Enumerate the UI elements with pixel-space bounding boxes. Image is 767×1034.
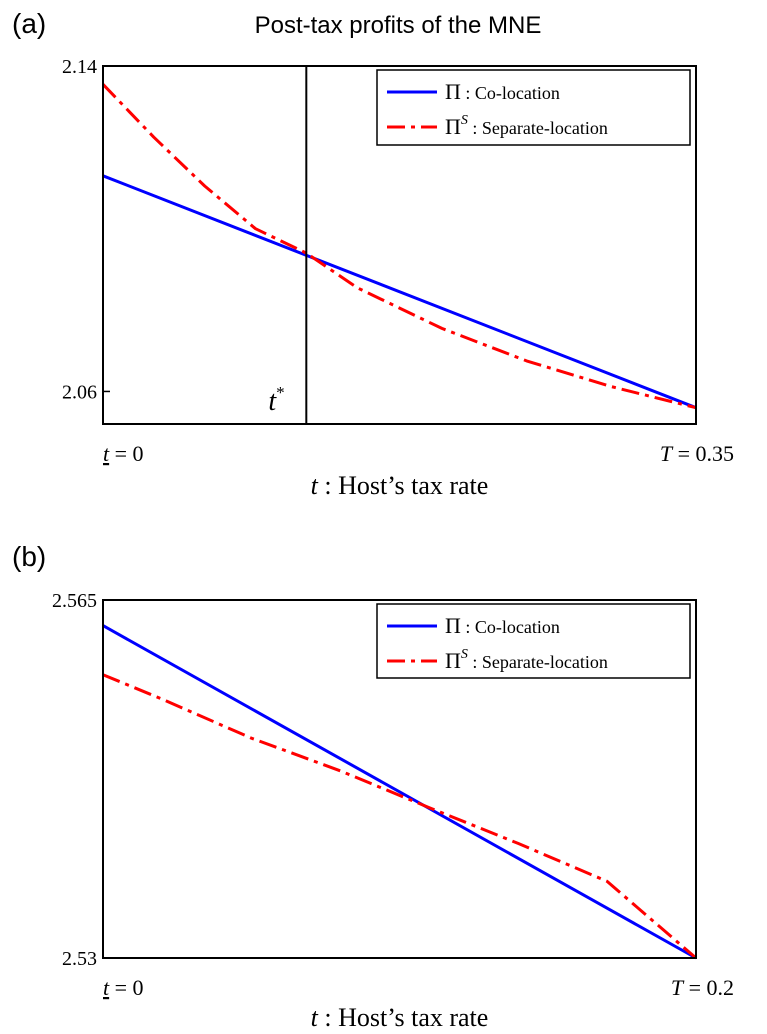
series-line-separate-location — [102, 673, 697, 960]
legend: Π : Co-location ΠS : Separate-location — [376, 69, 691, 146]
panel-label: (b) — [12, 541, 46, 572]
x-tick-label-left: t = 0 — [103, 975, 144, 1000]
series-line-co-location — [102, 174, 697, 410]
chart-panel-a: (a) Post-tax profits of the MNE t* 2.14 2.06… — [12, 8, 734, 500]
plot-frame — [102, 65, 697, 425]
chart-panel-b: (b) 2.565 2.53 t = 0 T = 0.2 t : Host’s tax r… — [12, 541, 734, 1032]
y-tick-label: 2.53 — [62, 948, 97, 970]
y-tick-label: 2.06 — [62, 381, 97, 403]
legend-label: ΠS : Separate-location — [445, 647, 608, 673]
x-axis-label: t : Host’s tax rate — [311, 471, 489, 500]
threshold-label: t* — [268, 383, 284, 417]
plot-frame — [102, 599, 697, 959]
x-axis-label: t : Host’s tax rate — [311, 1003, 489, 1032]
chart-title: Post-tax profits of the MNE — [255, 12, 542, 39]
y-tick-label: 2.14 — [62, 56, 97, 78]
legend-box — [376, 603, 691, 679]
legend-label: Π : Co-location — [445, 79, 560, 104]
legend: Π : Co-location ΠS : Separate-location — [376, 603, 691, 679]
legend-box — [376, 69, 691, 146]
x-tick-label-left: t = 0 — [103, 441, 144, 466]
series-line-co-location — [102, 624, 697, 960]
x-tick-label-right: T = 0.35 — [660, 441, 734, 466]
series-line-separate-location — [101, 83, 697, 410]
legend-label: Π : Co-location — [445, 613, 560, 638]
legend-label: ΠS : Separate-location — [445, 113, 608, 139]
x-tick-label-right: T = 0.2 — [671, 975, 734, 1000]
panel-label: (a) — [12, 8, 46, 39]
y-tick-label: 2.565 — [52, 590, 97, 612]
